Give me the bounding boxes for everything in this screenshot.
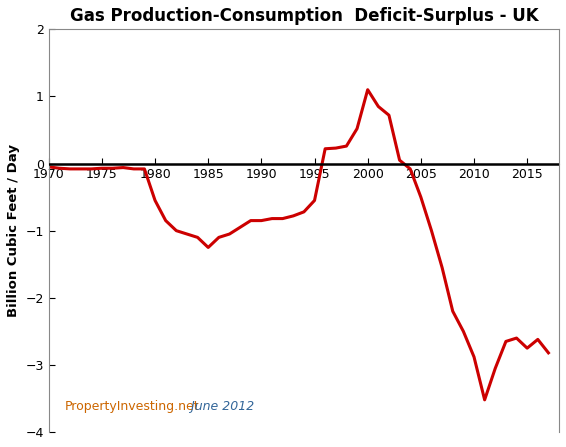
Y-axis label: Billion Cubic Feet / Day: Billion Cubic Feet / Day bbox=[7, 144, 20, 317]
Text: PropertyInvesting.net: PropertyInvesting.net bbox=[65, 400, 199, 413]
Text: June 2012: June 2012 bbox=[187, 400, 254, 413]
Title: Gas Production-Consumption  Deficit-Surplus - UK: Gas Production-Consumption Deficit-Surpl… bbox=[70, 7, 538, 25]
